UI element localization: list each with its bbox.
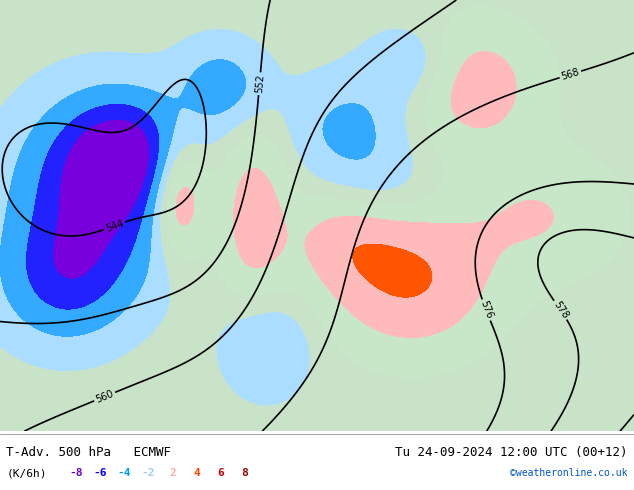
Text: -8: -8 [69,468,83,478]
Text: -4: -4 [117,468,131,478]
Text: (K/6h): (K/6h) [6,468,47,478]
Text: 578: 578 [551,299,570,320]
Text: 4: 4 [193,468,200,478]
Text: 576: 576 [478,299,494,320]
Text: 8: 8 [242,468,248,478]
Text: 552: 552 [254,74,266,94]
Text: T-Adv. 500 hPa   ECMWF: T-Adv. 500 hPa ECMWF [6,446,171,459]
Text: -2: -2 [141,468,155,478]
Text: 6: 6 [217,468,224,478]
Text: 568: 568 [560,67,581,82]
Text: 2: 2 [169,468,176,478]
Text: ©weatheronline.co.uk: ©weatheronline.co.uk [510,468,628,478]
Text: 560: 560 [94,389,115,405]
Text: Tu 24-09-2024 12:00 UTC (00+12): Tu 24-09-2024 12:00 UTC (00+12) [395,446,628,459]
Text: 544: 544 [104,218,125,234]
Text: -6: -6 [93,468,107,478]
